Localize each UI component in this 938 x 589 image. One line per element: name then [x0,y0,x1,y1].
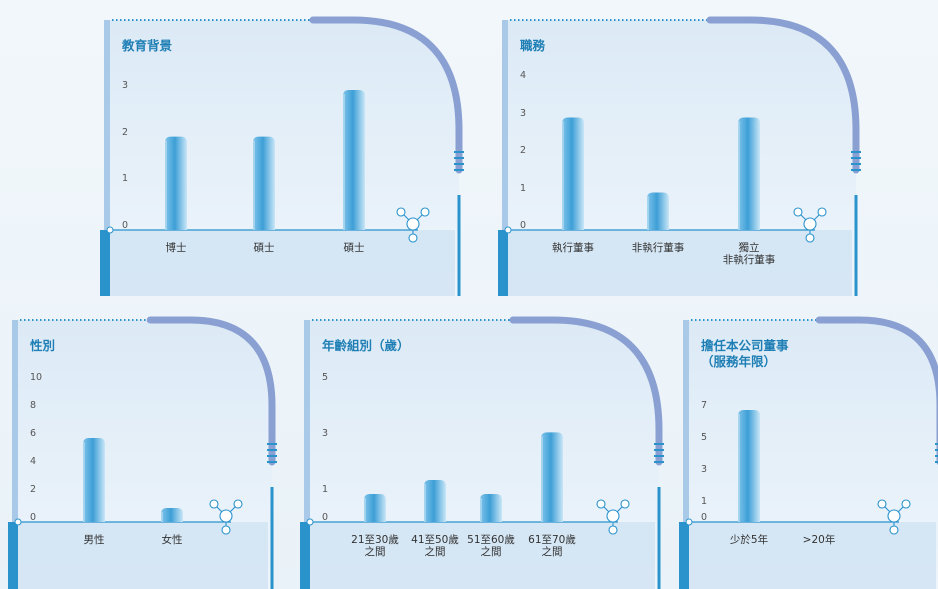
left-rail [12,320,18,522]
left-rail-accent [8,522,18,589]
x-category-label: 41至50歲 之間 [411,534,459,558]
chart-panel-3: 性別 0 2 4 6 8 10 男性 女性 [8,310,277,589]
y-tick-label: 3 [322,428,329,439]
left-rail [304,320,310,522]
bar-3 [343,90,365,230]
x-category-label: 碩士 [343,242,365,254]
y-tick-label: 3 [701,464,708,475]
chart-frame [679,316,938,589]
molecule-icon [596,499,630,535]
y-tick-label: 1 [520,182,527,194]
axis-origin-dot [14,518,22,526]
x-category-label: 執行董事 [552,242,594,254]
bar-2 [253,136,275,230]
chart-frame [300,316,664,589]
bar-1 [738,410,760,522]
left-rail-accent [300,522,310,589]
y-tick-label: 0 [701,512,708,523]
x-category-label: 獨立 非執行董事 [722,242,776,266]
x-category-label: 少於5年 [729,534,769,546]
panel-base-band [308,522,655,589]
molecule-icon [877,499,911,535]
chart-panel-2: 職務 0 1 2 3 4 執行董事 非執行董事 獨立 非執行董事 [498,10,861,296]
left-rail [683,320,689,522]
molecule-icon [396,207,430,243]
top-right-curve [146,316,276,466]
bar-1 [562,117,584,230]
molecule-icon [209,499,243,535]
left-rail-accent [679,522,689,589]
panel-background [506,20,856,296]
chart-frame [498,16,861,296]
chart-frame [8,316,277,589]
y-tick-label: 6 [30,428,37,439]
y-tick-label: 3 [520,107,527,119]
y-tick-label: 2 [520,145,527,156]
chart-title: 擔任本公司董事 （服務年限） [701,338,789,369]
y-tick-label: 10 [30,372,43,383]
bar-4 [541,432,563,522]
axis-origin-dot [685,518,693,526]
bar-1 [165,136,187,230]
x-category-label: 51至60歲 之間 [467,534,515,558]
bar-1 [364,494,386,522]
y-tick-label: 0 [520,220,527,231]
x-category-label: 61至70歲 之間 [528,534,576,558]
bar-1 [83,438,105,522]
bar-2 [161,508,183,522]
y-tick-label: 1 [701,496,708,507]
x-category-label: 博士 [165,242,187,254]
panel-background [108,20,459,296]
top-right-curve [309,16,463,174]
x-category-label: 女性 [161,534,183,546]
chart-title: 職務 [520,38,546,53]
left-rail [104,20,110,230]
y-tick-label: 5 [701,432,708,443]
panel-base-band [506,230,852,296]
chart-panel-4: 年齡組別（歲） 0 1 3 5 21至30歲 之間 41至50歲 之間 51至60歲 之間 61… [300,310,664,589]
chart-frame [100,16,464,296]
y-tick-label: 2 [122,126,129,138]
molecule-icon [793,207,827,243]
y-tick-label: 0 [30,512,37,523]
axis-origin-dot [504,226,512,234]
axis-origin-dot [106,226,114,234]
top-right-curve [509,316,663,466]
panel-base-band [16,522,268,589]
y-tick-label: 1 [322,484,329,495]
x-category-label: 非執行董事 [631,242,685,254]
x-category-label: 男性 [83,534,105,546]
axis-origin-dot [306,518,314,526]
y-tick-label: 2 [30,484,37,495]
y-tick-label: 3 [122,80,129,91]
left-rail-accent [100,230,110,296]
y-tick-label: 1 [122,173,129,185]
top-right-curve [706,16,860,174]
y-tick-label: 7 [701,400,708,411]
y-tick-label: 0 [122,220,129,231]
left-rail [502,20,508,230]
x-category-label: >20年 [802,534,836,546]
y-tick-label: 4 [520,70,527,81]
panel-base-band [108,230,455,296]
y-tick-label: 4 [30,456,37,467]
chart-title: 教育背景 [122,38,173,53]
y-tick-label: 5 [322,372,329,383]
panel-base-band [687,522,936,589]
bar-2 [424,480,446,522]
chart-panel-5: 擔任本公司董事 （服務年限） 0 1 3 5 7 少於5年 >20年 [679,310,938,589]
y-tick-label: 8 [30,400,37,411]
bar-2 [647,192,669,230]
chart-panel-1: 教育背景 0 1 2 3 博士 碩士 碩士 [100,10,464,296]
x-category-label: 碩士 [253,242,275,254]
x-category-label: 21至30歲 之間 [351,534,399,558]
left-rail-accent [498,230,508,296]
y-tick-label: 0 [322,512,329,523]
top-right-curve [815,316,938,465]
bar-3 [738,117,760,230]
bar-3 [480,494,502,522]
chart-title: 性別 [30,338,56,353]
chart-title: 年齡組別（歲） [322,338,410,353]
